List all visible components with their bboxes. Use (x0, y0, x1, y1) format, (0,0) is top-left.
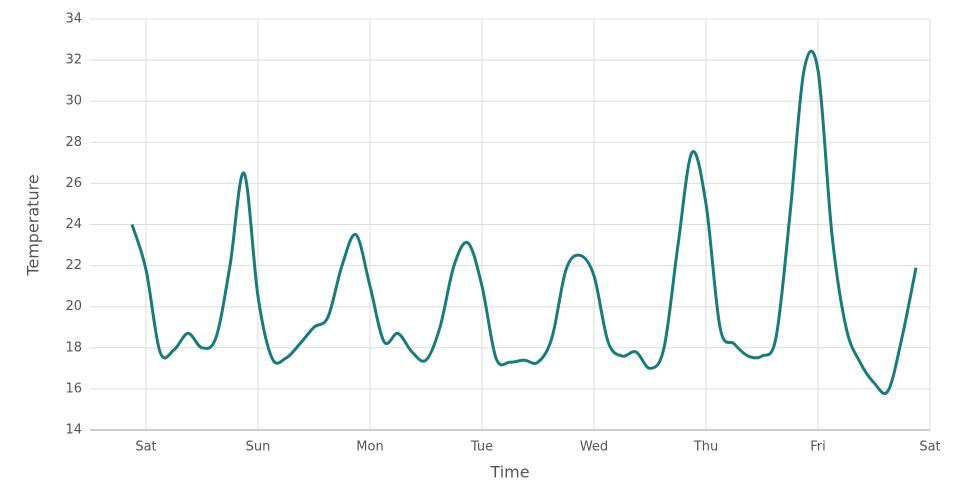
x-axis-title: Time (489, 463, 529, 482)
x-tick-label: Mon (356, 440, 383, 455)
y-tick-label: 22 (65, 258, 82, 273)
y-tick-label: 18 (65, 340, 82, 355)
y-tick-label: 26 (65, 176, 82, 191)
y-tick-label: 20 (65, 299, 82, 314)
x-tick-label: Wed (580, 440, 608, 455)
y-tick-label: 30 (65, 94, 82, 109)
x-tick-label: Sat (919, 440, 940, 455)
y-tick-label: 24 (65, 217, 82, 232)
y-tick-label: 32 (65, 53, 82, 68)
line (130, 49, 918, 395)
x-tick-label: Sun (246, 440, 271, 455)
y-axis-title: Temperature (24, 174, 43, 276)
x-tick-label: Fri (810, 440, 826, 455)
y-tick-label: 16 (65, 381, 82, 396)
y-tick-label: 14 (65, 423, 82, 438)
x-tick-label: Sat (135, 440, 156, 455)
x-tick-label: Tue (470, 440, 493, 455)
y-tick-label: 34 (65, 12, 82, 27)
y-tick-label: 28 (65, 135, 82, 150)
x-tick-label: Thu (693, 440, 718, 455)
